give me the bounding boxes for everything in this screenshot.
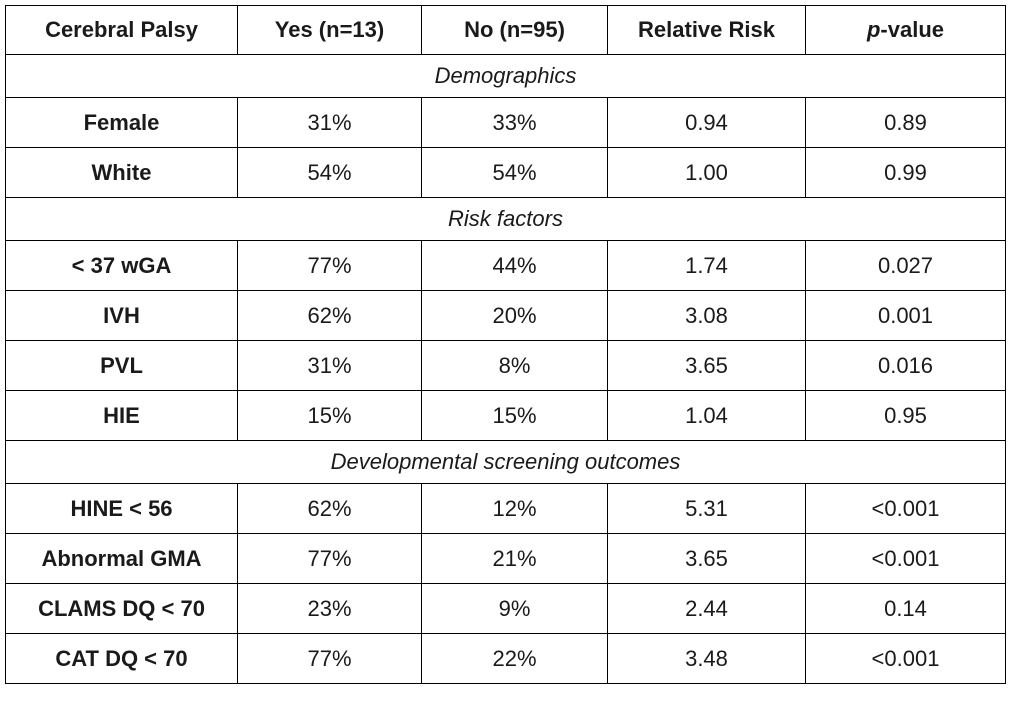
table-row: HINE < 56 62% 12% 5.31 <0.001 <box>5 483 1006 534</box>
header-p-suffix: -value <box>880 17 945 42</box>
header-no: No (n=95) <box>421 5 608 55</box>
table-row: HIE 15% 15% 1.04 0.95 <box>5 390 1006 441</box>
p-value-cell: 0.99 <box>805 147 1006 198</box>
table-row: IVH 62% 20% 3.08 0.001 <box>5 290 1006 341</box>
relative-risk-cell: 0.94 <box>607 97 806 148</box>
row-label-cell: Female <box>5 97 238 148</box>
row-label-cell: IVH <box>5 290 238 341</box>
yes-value-cell: 77% <box>237 240 422 291</box>
yes-value-cell: 31% <box>237 340 422 391</box>
yes-value-cell: 62% <box>237 483 422 534</box>
p-value-cell: 0.89 <box>805 97 1006 148</box>
row-label-cell: HINE < 56 <box>5 483 238 534</box>
p-value-cell: 0.027 <box>805 240 1006 291</box>
row-label-cell: White <box>5 147 238 198</box>
table-row: Female 31% 33% 0.94 0.89 <box>5 97 1006 148</box>
p-value-cell: 0.95 <box>805 390 1006 441</box>
table-row: Abnormal GMA 77% 21% 3.65 <0.001 <box>5 533 1006 584</box>
p-value-cell: <0.001 <box>805 483 1006 534</box>
no-value-cell: 33% <box>421 97 608 148</box>
yes-value-cell: 54% <box>237 147 422 198</box>
yes-value-cell: 62% <box>237 290 422 341</box>
header-p-letter: p <box>866 17 881 42</box>
yes-value-cell: 23% <box>237 583 422 634</box>
row-label-cell: CAT DQ < 70 <box>5 633 238 684</box>
table-row: < 37 wGA 77% 44% 1.74 0.027 <box>5 240 1006 291</box>
yes-value-cell: 31% <box>237 97 422 148</box>
p-value-cell: 0.016 <box>805 340 1006 391</box>
no-value-cell: 12% <box>421 483 608 534</box>
row-label-cell: < 37 wGA <box>5 240 238 291</box>
relative-risk-cell: 2.44 <box>607 583 806 634</box>
section-row: Demographics <box>5 54 1006 98</box>
header-row: Cerebral Palsy Yes (n=13) No (n=95) Rela… <box>5 5 1006 55</box>
table-header: Cerebral Palsy Yes (n=13) No (n=95) Rela… <box>5 5 1006 55</box>
no-value-cell: 44% <box>421 240 608 291</box>
relative-risk-cell: 1.04 <box>607 390 806 441</box>
results-table: Cerebral Palsy Yes (n=13) No (n=95) Rela… <box>5 5 1006 684</box>
table-row: CLAMS DQ < 70 23% 9% 2.44 0.14 <box>5 583 1006 634</box>
yes-value-cell: 77% <box>237 533 422 584</box>
relative-risk-cell: 5.31 <box>607 483 806 534</box>
no-value-cell: 9% <box>421 583 608 634</box>
no-value-cell: 8% <box>421 340 608 391</box>
no-value-cell: 21% <box>421 533 608 584</box>
no-value-cell: 20% <box>421 290 608 341</box>
row-label-cell: Abnormal GMA <box>5 533 238 584</box>
header-cerebral-palsy: Cerebral Palsy <box>5 5 238 55</box>
row-label-cell: CLAMS DQ < 70 <box>5 583 238 634</box>
p-value-cell: <0.001 <box>805 633 1006 684</box>
table-row: CAT DQ < 70 77% 22% 3.48 <0.001 <box>5 633 1006 684</box>
no-value-cell: 22% <box>421 633 608 684</box>
header-p-value: p-value <box>805 5 1006 55</box>
no-value-cell: 54% <box>421 147 608 198</box>
section-title: Demographics <box>5 54 1006 98</box>
header-relative-risk: Relative Risk <box>607 5 806 55</box>
row-label-cell: HIE <box>5 390 238 441</box>
table-row: White 54% 54% 1.00 0.99 <box>5 147 1006 198</box>
section-title: Developmental screening outcomes <box>5 440 1006 484</box>
relative-risk-cell: 3.48 <box>607 633 806 684</box>
relative-risk-cell: 1.00 <box>607 147 806 198</box>
row-label-cell: PVL <box>5 340 238 391</box>
p-value-cell: <0.001 <box>805 533 1006 584</box>
section-row: Developmental screening outcomes <box>5 440 1006 484</box>
section-row: Risk factors <box>5 197 1006 241</box>
no-value-cell: 15% <box>421 390 608 441</box>
relative-risk-cell: 3.08 <box>607 290 806 341</box>
p-value-cell: 0.001 <box>805 290 1006 341</box>
table-body: Demographics Female 31% 33% 0.94 0.89 White 54%… <box>5 54 1006 684</box>
relative-risk-cell: 1.74 <box>607 240 806 291</box>
table-row: PVL 31% 8% 3.65 0.016 <box>5 340 1006 391</box>
yes-value-cell: 77% <box>237 633 422 684</box>
header-yes: Yes (n=13) <box>237 5 422 55</box>
p-value-cell: 0.14 <box>805 583 1006 634</box>
relative-risk-cell: 3.65 <box>607 533 806 584</box>
relative-risk-cell: 3.65 <box>607 340 806 391</box>
section-title: Risk factors <box>5 197 1006 241</box>
yes-value-cell: 15% <box>237 390 422 441</box>
